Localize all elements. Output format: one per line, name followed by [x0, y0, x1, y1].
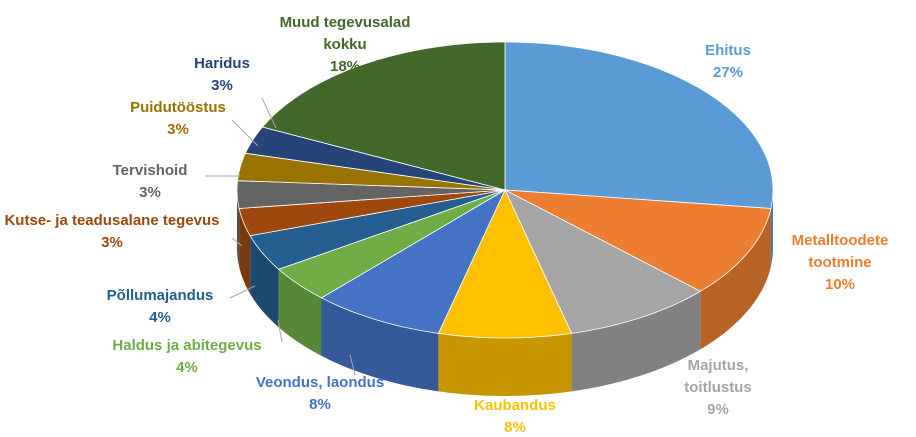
- slice-label: Tervishoid 3%: [95, 160, 205, 204]
- category-label: Põllumajandus: [106, 287, 214, 304]
- slice-side: [770, 190, 773, 267]
- category-label: Majutus, toitlustus: [684, 357, 752, 396]
- value-label: 27%: [712, 64, 744, 81]
- category-label: Muud tegevusalad kokku: [279, 14, 411, 53]
- value-label: 9%: [707, 401, 729, 418]
- slice-side: [700, 208, 771, 350]
- category-label: Puidutööstus: [130, 99, 226, 116]
- slice-side: [438, 333, 572, 396]
- slice-label: Haridus 3%: [167, 53, 277, 97]
- slice-side: [250, 235, 279, 328]
- category-label: Kutse- ja teadusalane tegevus: [4, 212, 220, 229]
- slice-label: Metalltoodete tootmine 10%: [775, 230, 905, 296]
- leader-line: [261, 97, 277, 129]
- category-label: Haldus ja abitegevus: [112, 337, 262, 354]
- slice: [249, 189, 506, 270]
- leader-line: [231, 119, 259, 147]
- slice-label: Põllumajandus 4%: [70, 285, 250, 329]
- slice-label: Ehitus 27%: [668, 40, 788, 84]
- category-label: Haridus: [194, 55, 250, 72]
- value-label: 8%: [309, 396, 331, 413]
- slice: [261, 41, 506, 191]
- leader-line: [229, 285, 256, 299]
- category-label: Kaubandus: [474, 397, 556, 414]
- slice: [504, 189, 702, 334]
- slice: [437, 189, 573, 339]
- value-label: 18%: [329, 58, 361, 75]
- slice: [277, 189, 506, 299]
- slice: [504, 189, 772, 292]
- slice-side: [571, 291, 701, 392]
- value-label: 3%: [211, 77, 233, 94]
- leader-line: [277, 319, 283, 343]
- slice: [244, 126, 506, 191]
- slice-label: Veondus, laondus 8%: [220, 372, 420, 416]
- slice-side: [278, 269, 322, 356]
- slice-label: Kaubandus 8%: [445, 395, 585, 437]
- slice-label: Muud tegevusalad kokku 18%: [265, 12, 425, 78]
- category-label: Ehitus: [705, 42, 751, 59]
- slice-side: [321, 297, 439, 392]
- slice: [504, 41, 774, 209]
- slice-label: Haldus ja abitegevus 4%: [77, 335, 297, 379]
- value-label: 3%: [139, 184, 161, 201]
- value-label: 4%: [176, 359, 198, 376]
- value-label: 3%: [167, 121, 189, 138]
- category-label: Metalltoodete tootmine: [791, 232, 889, 271]
- slice-label: Majutus, toitlustus 9%: [663, 355, 773, 421]
- value-label: 3%: [101, 234, 123, 251]
- category-label: Veondus, laondus: [255, 374, 385, 391]
- leader-line: [349, 354, 356, 376]
- value-label: 4%: [149, 309, 171, 326]
- slice: [236, 180, 506, 209]
- leader-line: [231, 237, 243, 247]
- slice-label: Puidutööstus 3%: [108, 97, 248, 141]
- slice-side: [237, 190, 240, 267]
- slice-side: [239, 208, 251, 294]
- category-label: Tervishoid: [112, 162, 188, 179]
- value-label: 10%: [824, 276, 856, 293]
- slice: [320, 189, 506, 334]
- value-label: 8%: [504, 419, 526, 436]
- leader-lines: [205, 97, 356, 376]
- slice: [238, 189, 506, 237]
- slice-label: Kutse- ja teadusalane tegevus 3%: [2, 210, 222, 254]
